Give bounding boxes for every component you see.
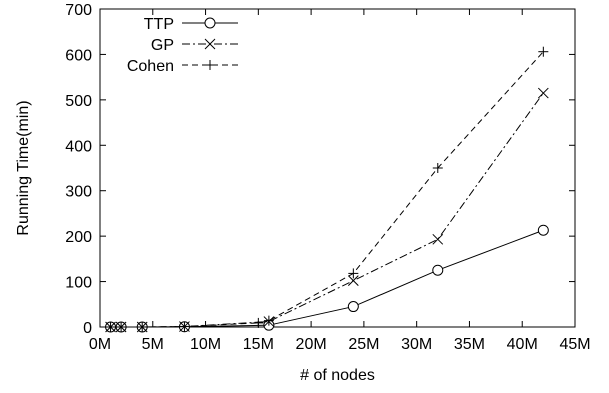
data-point-cohen <box>137 322 148 332</box>
data-point-cohen <box>432 163 443 173</box>
data-point-gp <box>537 87 549 99</box>
marker-stroke <box>347 275 359 287</box>
data-point-cohen <box>105 322 116 332</box>
marker-stroke <box>432 233 444 245</box>
legend-entry-cohen: Cohen <box>127 58 238 75</box>
y-tick-label: 0 <box>83 320 92 337</box>
x-tick-label: 5M <box>142 336 164 353</box>
legend-entry-gp: GP <box>151 37 238 54</box>
y-tick-label: 600 <box>65 47 92 64</box>
y-tick-label: 100 <box>65 275 92 292</box>
data-point-gp <box>432 233 444 245</box>
plot-frame <box>99 8 576 328</box>
series-layer <box>105 46 549 333</box>
x-tick-label: 10M <box>190 336 221 353</box>
x-tick-label: 25M <box>348 336 379 353</box>
data-point-cohen <box>179 321 190 332</box>
x-tick-label: 20M <box>296 336 327 353</box>
x-tick-label: 0M <box>89 336 111 353</box>
series-line-cohen <box>110 51 544 328</box>
data-point-gp <box>347 275 359 287</box>
axes-frame <box>99 8 576 328</box>
axis-ticks: 0M 5M 10M 15M 20M 25M 30M 35M 40M 45M 0 100 200 300 40… <box>65 2 590 353</box>
series-ttp <box>105 224 549 333</box>
y-axis-title: Running Time(min) <box>15 100 32 235</box>
data-point-cohen <box>538 46 549 57</box>
y-tick-label: 200 <box>65 229 92 246</box>
legend-label: Cohen <box>127 58 174 75</box>
x-axis-title: # of nodes <box>300 367 375 384</box>
y-tick-label: 700 <box>65 2 92 19</box>
legend-marker <box>205 60 215 70</box>
x-tick-label: 40M <box>507 336 538 353</box>
series-line-ttp <box>110 229 544 328</box>
data-point-ttp <box>432 264 444 276</box>
data-point-cohen <box>348 268 359 279</box>
marker-stroke <box>537 87 549 99</box>
data-point-cohen <box>253 317 264 328</box>
series-gp <box>105 87 549 333</box>
legend-label: GP <box>151 37 174 54</box>
legend: TTP GP Cohen <box>127 16 238 75</box>
y-tick-label: 300 <box>65 184 92 201</box>
legend-marker <box>204 38 216 50</box>
data-point-ttp <box>537 224 549 236</box>
data-point-cohen <box>263 315 274 326</box>
legend-marker <box>204 17 216 29</box>
x-tick-label: 45M <box>559 336 590 353</box>
x-tick-label: 30M <box>401 336 432 353</box>
series-cohen <box>105 46 549 332</box>
y-tick-label: 500 <box>65 93 92 110</box>
data-point-cohen <box>116 322 127 332</box>
y-tick-label: 400 <box>65 138 92 155</box>
x-tick-label: 35M <box>454 336 485 353</box>
marker-stroke <box>204 38 216 50</box>
data-point-ttp <box>347 301 359 313</box>
legend-label: TTP <box>144 16 174 33</box>
legend-entry-ttp: TTP <box>144 16 238 33</box>
series-line-gp <box>110 92 544 328</box>
x-tick-label: 15M <box>243 336 274 353</box>
